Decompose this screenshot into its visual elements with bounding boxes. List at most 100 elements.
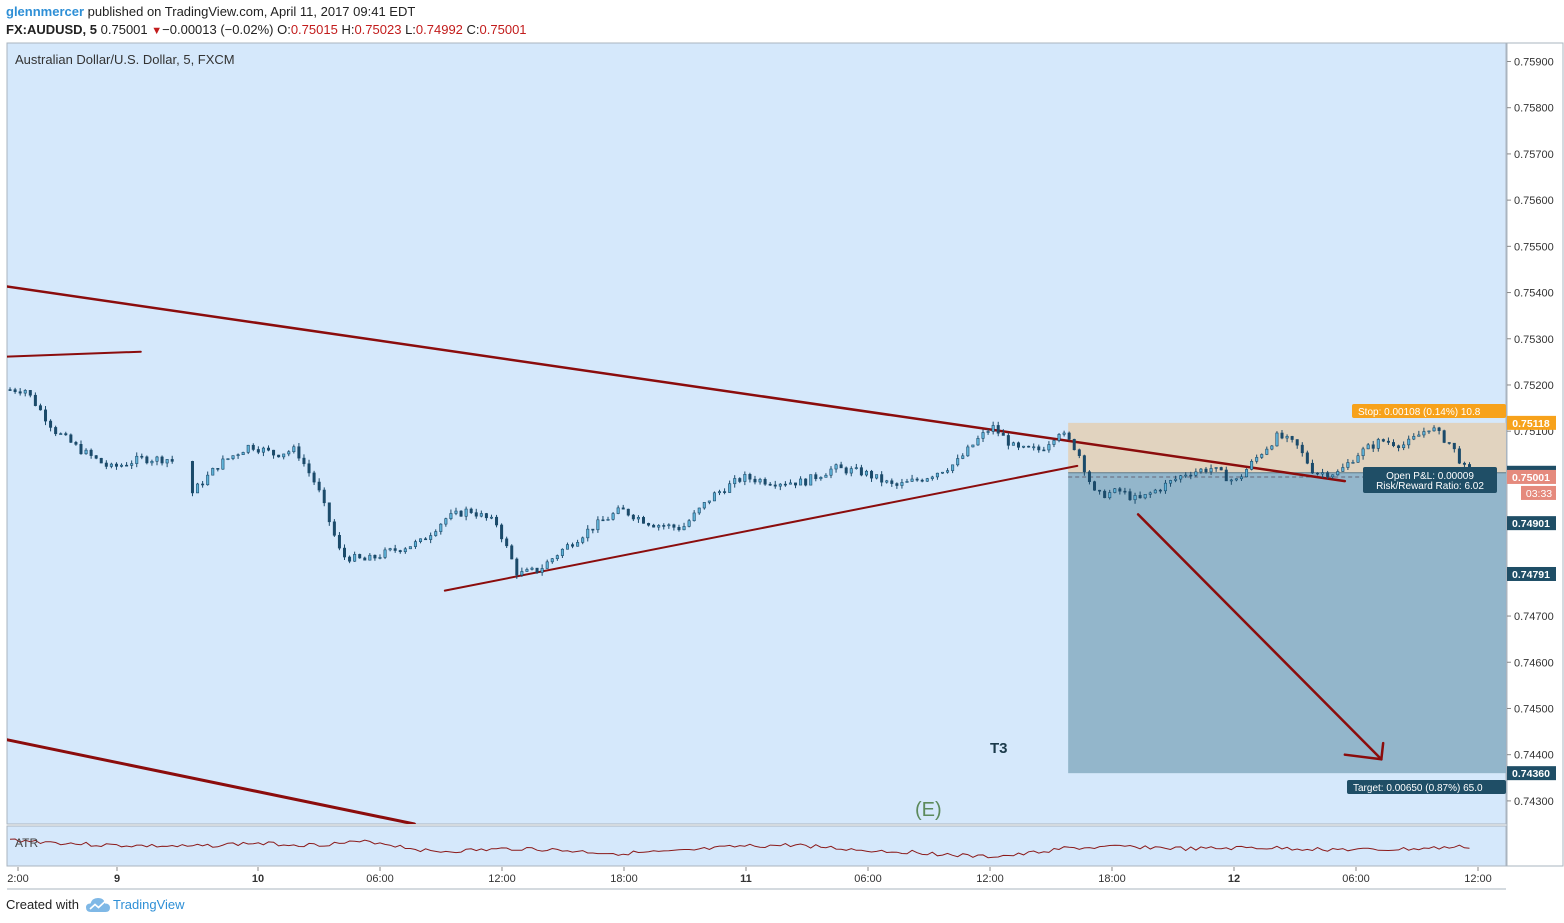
candle: [905, 481, 909, 483]
candle: [1270, 445, 1274, 450]
candle: [1442, 430, 1446, 443]
atr-label: ATR: [15, 836, 38, 850]
candle: [343, 547, 347, 558]
short-trendline[interactable]: [1, 350, 142, 358]
open-label: O:: [277, 22, 291, 37]
author-name[interactable]: glennmercer: [6, 4, 85, 19]
candle: [748, 474, 752, 480]
y-tick-label: 0.75300: [1514, 334, 1554, 346]
y-tick-label: 0.74600: [1514, 657, 1554, 669]
upper-trendline[interactable]: [1, 285, 1347, 483]
projection-arrow-head[interactable]: [1343, 741, 1385, 761]
y-tick-label: 0.75800: [1514, 103, 1554, 115]
candle: [981, 432, 985, 439]
tradingview-logo-icon[interactable]: [85, 897, 111, 916]
candle: [976, 438, 980, 446]
candle: [951, 464, 955, 471]
candle: [1229, 479, 1233, 482]
candle: [819, 477, 823, 480]
target-price-tag-label: 0.74360: [1512, 768, 1550, 780]
candle: [282, 453, 286, 458]
candle: [484, 513, 488, 519]
x-tick-label: 11: [740, 873, 752, 885]
atr-pane[interactable]: [6, 825, 1507, 867]
candle: [616, 507, 620, 514]
candle: [69, 434, 73, 443]
x-tick-label: 12:00: [1464, 873, 1492, 885]
candle: [667, 524, 671, 527]
candle: [571, 544, 575, 547]
x-tick-label: 12: [1228, 873, 1240, 885]
candle: [266, 447, 270, 451]
candle: [1285, 436, 1289, 439]
x-tick-label: 06:00: [854, 873, 882, 885]
y-tick-label: 0.74400: [1514, 750, 1554, 762]
candle: [880, 474, 884, 483]
candle: [1366, 444, 1370, 450]
candle: [1234, 478, 1238, 481]
candle: [1082, 455, 1086, 473]
candle: [277, 454, 281, 458]
candle: [520, 571, 524, 576]
candle: [788, 482, 792, 485]
close-value: 0.75001: [479, 22, 527, 37]
lower-channel-line[interactable]: [1, 738, 416, 824]
candle: [353, 554, 357, 562]
candle: [890, 480, 894, 484]
candle: [565, 544, 569, 550]
candle: [495, 516, 499, 526]
y-tick-label: 0.74500: [1514, 703, 1554, 715]
candle: [327, 502, 331, 523]
candle: [1326, 472, 1330, 478]
candle: [763, 478, 767, 485]
candle: [636, 517, 640, 520]
candle: [236, 454, 240, 456]
candle: [611, 513, 615, 520]
candle: [464, 508, 468, 517]
price-axis[interactable]: [1506, 42, 1564, 867]
tradingview-brand[interactable]: TradingView: [112, 897, 185, 912]
candle: [429, 535, 433, 540]
candle: [1280, 432, 1284, 439]
candle: [1356, 455, 1360, 463]
candle: [1331, 474, 1335, 478]
y-tick-label: 0.74300: [1514, 796, 1554, 808]
candle: [393, 548, 397, 551]
candle: [1245, 469, 1249, 478]
candle: [18, 391, 22, 394]
candle: [1452, 442, 1456, 450]
time-axis[interactable]: [7, 867, 1506, 889]
candle: [940, 471, 944, 474]
projection-arrow-shaft[interactable]: [1136, 513, 1383, 761]
candle: [1072, 438, 1076, 451]
candle: [104, 462, 108, 467]
candle: [1062, 432, 1066, 435]
candle: [606, 519, 610, 521]
candle: [1077, 449, 1081, 456]
candle: [479, 513, 483, 517]
candle: [424, 538, 428, 541]
candle: [454, 510, 458, 514]
countdown-tag: [1521, 485, 1556, 500]
lower-support-trendline[interactable]: [443, 464, 1079, 592]
y-tick-label: 0.74700: [1514, 611, 1554, 623]
candle: [363, 557, 367, 561]
candle: [854, 467, 858, 469]
candle: [768, 483, 772, 486]
publish-info: glennmercer published on TradingView.com…: [6, 4, 415, 19]
x-tick-label: 10: [252, 873, 264, 885]
candle: [1128, 491, 1132, 501]
candle: [1037, 446, 1041, 451]
ohlc-legend: FX:AUDUSD, 5 0.75001 ▼−0.00013 (−0.02%) …: [6, 22, 527, 37]
candle: [596, 519, 600, 531]
y-tick-label: 0.75400: [1514, 288, 1554, 300]
candle: [337, 534, 341, 549]
candle: [753, 478, 757, 483]
candle: [23, 390, 27, 394]
candle: [601, 519, 605, 522]
open-pnl-text: Open P&L: 0.00009: [1386, 471, 1474, 482]
candle: [515, 558, 519, 576]
candle: [1011, 442, 1015, 446]
candle: [626, 508, 630, 516]
